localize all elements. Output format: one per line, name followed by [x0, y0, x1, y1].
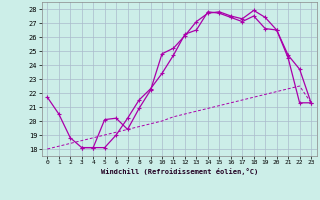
X-axis label: Windchill (Refroidissement éolien,°C): Windchill (Refroidissement éolien,°C)	[100, 168, 258, 175]
